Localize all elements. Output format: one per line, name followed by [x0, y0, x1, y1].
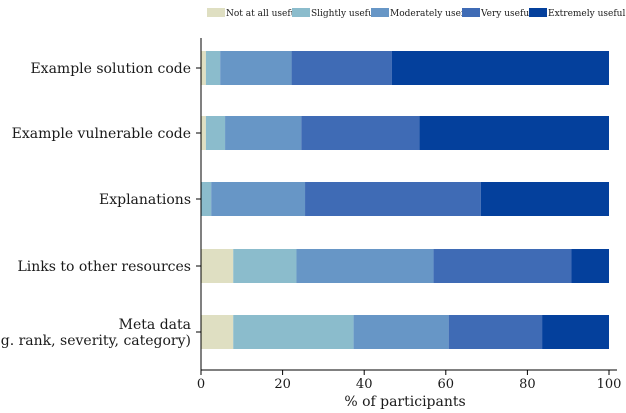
legend-label: Moderately useful	[390, 9, 473, 19]
legend-label: Slightly useful	[311, 9, 377, 19]
bar-segment	[305, 182, 481, 216]
x-tick-label: 60	[438, 377, 455, 392]
category-label: Links to other resources	[17, 259, 191, 275]
bar-segment	[205, 116, 226, 150]
category-label: Example vulnerable code	[12, 126, 191, 142]
bar-segment	[291, 51, 392, 85]
x-tick-label: 80	[519, 377, 536, 392]
bar-segment	[205, 51, 221, 85]
legend-swatch	[462, 8, 480, 17]
legend-swatch	[292, 8, 310, 17]
bar-segment	[296, 249, 434, 283]
bar-segment	[571, 249, 609, 283]
x-axis-title: % of participants	[344, 394, 465, 410]
bar-segment	[201, 315, 234, 349]
legend-label: Extremely useful	[548, 9, 625, 19]
bar-segment	[353, 315, 449, 349]
bar-segment	[201, 249, 234, 283]
legend-label: Not at all useful	[226, 9, 299, 19]
legend-swatch	[207, 8, 225, 17]
legend: Not at all useful Slightly useful Moderate…	[207, 8, 625, 19]
bar-segment	[211, 182, 306, 216]
bar-segment	[448, 315, 543, 349]
bar-segment	[201, 51, 206, 85]
bar-segment	[433, 249, 572, 283]
bar-segment	[480, 182, 609, 216]
x-tick-label: 0	[197, 377, 205, 392]
bar-segment	[419, 116, 609, 150]
bar-segment	[233, 315, 354, 349]
legend-label: Very useful	[480, 9, 532, 19]
bar-segment	[233, 249, 297, 283]
category-label: Example solution code	[30, 61, 191, 77]
bar-segment	[201, 182, 212, 216]
x-tick-label: 100	[597, 377, 622, 392]
category-label: Meta data (e.g. rank, severity, category)	[0, 317, 191, 349]
x-tick-label: 40	[356, 377, 373, 392]
bar-segment	[220, 51, 292, 85]
legend-swatch	[529, 8, 547, 17]
bar-segment	[201, 116, 206, 150]
legend-swatch	[371, 8, 389, 17]
x-tick-label: 20	[274, 377, 291, 392]
category-label: Explanations	[99, 192, 191, 208]
axes: 0 20 40 60 80 100 Example solution code Example…	[0, 38, 621, 392]
bar-segment	[225, 116, 302, 150]
bar-segment	[301, 116, 420, 150]
bar-segment	[391, 51, 609, 85]
bars	[201, 51, 609, 349]
bar-segment	[542, 315, 609, 349]
